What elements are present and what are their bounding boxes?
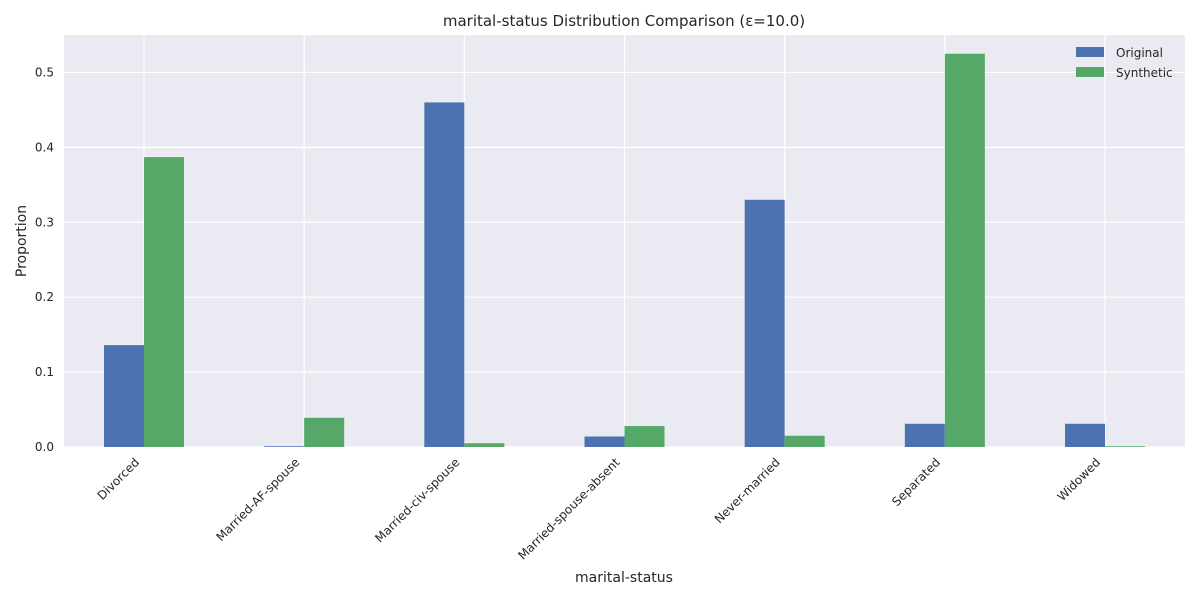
- bar-original: [264, 446, 305, 447]
- bar-synthetic: [304, 417, 345, 447]
- legend-label-synthetic: Synthetic: [1116, 66, 1173, 80]
- x-tick-label: Married-AF-spouse: [213, 455, 302, 544]
- bar-original: [904, 423, 945, 447]
- x-tick-label: Separated: [889, 455, 943, 509]
- bar-original: [1065, 423, 1106, 447]
- y-axis-label: Proportion: [14, 205, 30, 277]
- legend-swatch-original: [1076, 47, 1104, 57]
- bar-synthetic: [1105, 446, 1146, 447]
- bar-synthetic: [144, 157, 184, 448]
- legend-label-original: Original: [1116, 46, 1163, 60]
- y-tick-label: 0.5: [35, 65, 54, 79]
- x-tick-label: Widowed: [1055, 455, 1104, 504]
- bar-synthetic: [944, 53, 985, 448]
- x-tick-label: Divorced: [95, 455, 143, 503]
- bar-synthetic: [784, 435, 825, 447]
- chart-title: marital-status Distribution Comparison (…: [443, 12, 805, 30]
- x-tick-label: Never-married: [712, 455, 783, 526]
- y-tick-label: 0.1: [35, 365, 54, 379]
- y-tick-label: 0.3: [35, 215, 54, 229]
- y-tick-label: 0.0: [35, 440, 54, 454]
- legend: Original Synthetic: [1076, 46, 1173, 80]
- y-tick-label: 0.2: [35, 290, 54, 304]
- legend-swatch-synthetic: [1076, 67, 1104, 77]
- x-axis-label: marital-status: [575, 570, 673, 586]
- bars-layer: [104, 53, 1146, 448]
- bar-synthetic: [624, 426, 665, 447]
- bar-original: [584, 436, 625, 447]
- bar-synthetic: [464, 443, 505, 447]
- y-tick-label: 0.4: [35, 140, 54, 154]
- x-tick-label: Married-civ-spouse: [372, 455, 462, 545]
- x-tick-label: Married-spouse-absent: [515, 455, 622, 562]
- bar-original: [424, 102, 465, 447]
- bar-original: [744, 199, 785, 447]
- bar-original: [104, 345, 144, 447]
